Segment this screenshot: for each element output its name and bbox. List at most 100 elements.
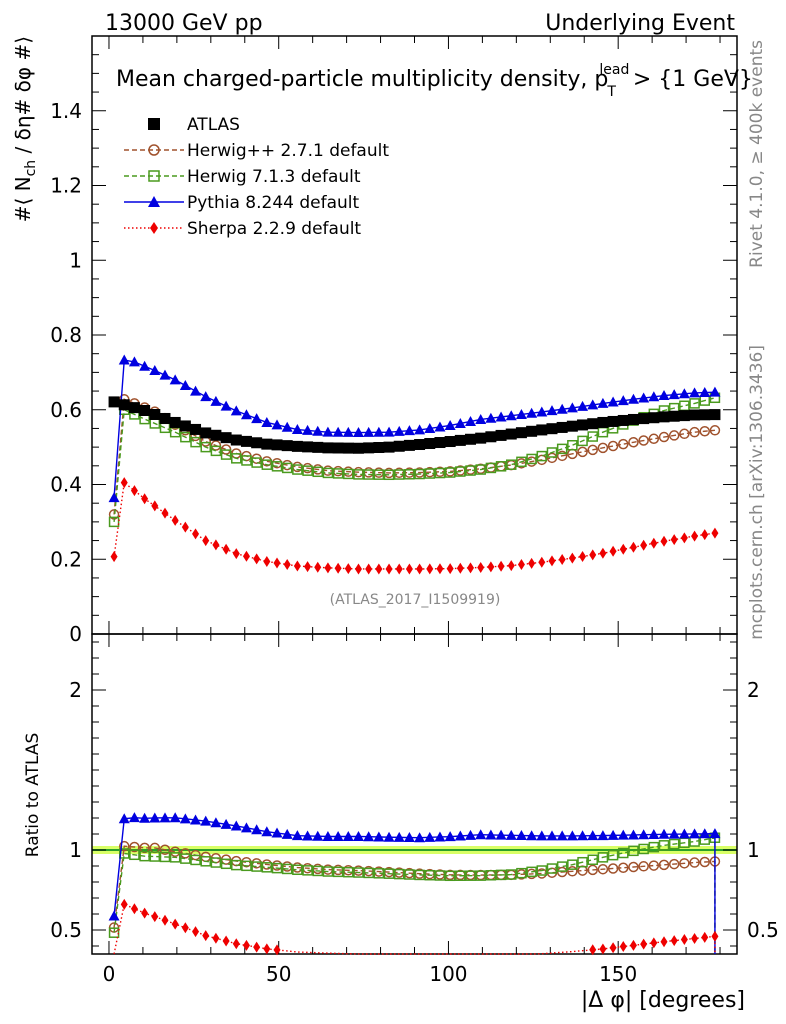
data-point-sherpa bbox=[110, 551, 118, 563]
ratio-point-herwig7 bbox=[638, 843, 649, 855]
data-point-atlas bbox=[556, 421, 568, 433]
data-point-herwig7 bbox=[679, 400, 690, 412]
ratio-point-pythia bbox=[658, 828, 670, 839]
data-point-pythia bbox=[271, 419, 283, 430]
data-point-herwig7 bbox=[404, 469, 415, 480]
data-point-atlas bbox=[709, 409, 721, 421]
data-point-pythia bbox=[139, 360, 151, 371]
ratio-point-pythia bbox=[454, 830, 466, 841]
data-point-atlas bbox=[403, 439, 415, 451]
data-point-herwig7 bbox=[261, 459, 273, 470]
ratio-point-sherpa bbox=[670, 935, 678, 947]
ratio-point-herwig7 bbox=[190, 854, 201, 866]
ratio-point-pythia bbox=[230, 820, 242, 831]
data-point-sherpa bbox=[640, 539, 648, 551]
data-point-pythia bbox=[577, 400, 589, 411]
data-point-herwigpp bbox=[709, 425, 721, 436]
data-point-sherpa bbox=[528, 557, 536, 569]
title-subscript: T bbox=[606, 84, 616, 100]
ratio-point-herwig7 bbox=[302, 865, 313, 876]
ratio-point-herwigpp bbox=[607, 863, 619, 874]
ratio-point-sherpa bbox=[212, 932, 220, 944]
data-point-sherpa bbox=[517, 558, 525, 570]
ratio-point-pythia bbox=[302, 830, 314, 841]
data-point-herwigpp bbox=[618, 438, 629, 450]
data-point-atlas bbox=[240, 435, 252, 447]
ratio-point-herwig7 bbox=[597, 852, 609, 863]
ratio-point-herwig7 bbox=[343, 866, 354, 878]
ratio-point-pythia bbox=[291, 830, 303, 841]
data-point-atlas bbox=[149, 408, 161, 420]
data-point-pythia bbox=[220, 400, 232, 411]
legend-item-herwig7: Herwig 7.1.3 default bbox=[124, 167, 361, 187]
data-point-sherpa bbox=[365, 563, 373, 575]
ratio-point-herwig7 bbox=[159, 851, 171, 863]
data-point-atlas bbox=[414, 439, 426, 451]
ratio-point-herwigpp bbox=[597, 863, 609, 875]
ratio-point-sherpa bbox=[680, 934, 688, 946]
data-point-herwig7 bbox=[465, 465, 476, 476]
data-point-atlas bbox=[261, 438, 273, 450]
ratio-point-pythia bbox=[261, 826, 273, 837]
ratio-point-pythia bbox=[322, 831, 334, 842]
data-point-pythia bbox=[210, 395, 222, 406]
data-point-sherpa bbox=[456, 562, 464, 574]
data-point-sherpa bbox=[151, 500, 159, 512]
legend: ATLAS Herwig++ 2.7.1 default Herwig 7.1.3 … bbox=[124, 115, 389, 239]
data-point-sherpa bbox=[212, 539, 220, 551]
data-point-sherpa bbox=[487, 561, 495, 573]
ratio-point-pythia bbox=[465, 829, 477, 840]
ratio-series-pythia bbox=[108, 812, 721, 954]
data-point-pythia bbox=[169, 374, 181, 385]
x-tick-label: 0 bbox=[103, 962, 116, 986]
data-point-atlas bbox=[658, 411, 670, 423]
data-point-sherpa bbox=[375, 563, 383, 575]
data-point-sherpa bbox=[161, 507, 169, 519]
data-point-sherpa bbox=[141, 493, 149, 505]
data-point-herwig7 bbox=[332, 468, 344, 479]
data-point-herwig7 bbox=[220, 449, 232, 460]
data-point-herwig7 bbox=[475, 464, 486, 475]
data-point-atlas bbox=[159, 412, 171, 424]
data-point-herwig7 bbox=[108, 516, 120, 528]
legend-marker bbox=[148, 196, 160, 207]
mcplots-label: mcplots.cern.ch [arXiv:1306.3436] bbox=[747, 345, 767, 640]
ratio-point-pythia bbox=[251, 824, 263, 835]
data-point-herwig7 bbox=[312, 466, 323, 478]
data-point-atlas bbox=[281, 440, 293, 452]
data-point-atlas bbox=[179, 420, 191, 432]
data-point-herwig7 bbox=[271, 461, 283, 472]
ratio-series-sherpa bbox=[113, 898, 719, 956]
ratio-point-pythia bbox=[363, 831, 375, 842]
ratio-point-pythia bbox=[352, 830, 364, 841]
y-tick-label: 0.2 bbox=[50, 547, 82, 571]
data-point-herwig7 bbox=[689, 398, 700, 409]
ratio-point-sherpa bbox=[242, 939, 250, 951]
ratio-point-sherpa bbox=[222, 935, 230, 947]
data-point-sherpa bbox=[405, 563, 413, 575]
ratio-point-herwig7 bbox=[404, 869, 415, 880]
ratio-point-pythia bbox=[139, 812, 151, 823]
legend-marker bbox=[148, 118, 160, 130]
series-ratio bbox=[108, 812, 721, 956]
data-point-atlas bbox=[668, 410, 680, 422]
main-panel: 0 50 100 150 0 0.2 0.4 0.6 0.8 1 1.2 1.4 0.5 0.5 1 1 2 2 bbox=[50, 35, 779, 986]
ratio-point-sherpa bbox=[253, 941, 261, 953]
data-point-pythia bbox=[465, 415, 477, 426]
data-point-sherpa bbox=[650, 537, 658, 549]
data-point-sherpa bbox=[273, 557, 281, 569]
data-point-pythia bbox=[149, 365, 161, 376]
data-point-sherpa bbox=[283, 558, 291, 570]
data-point-atlas bbox=[363, 442, 375, 454]
ratio-point-pythia bbox=[689, 828, 701, 839]
data-point-herwigpp bbox=[648, 433, 660, 445]
data-point-atlas bbox=[251, 437, 263, 449]
data-point-atlas bbox=[393, 440, 405, 452]
ratio-point-pythia bbox=[627, 829, 639, 840]
data-point-sherpa bbox=[130, 485, 138, 497]
ratio-point-herwig7 bbox=[516, 867, 527, 879]
data-point-pythia bbox=[444, 419, 456, 430]
data-point-atlas bbox=[546, 423, 558, 435]
ratio-point-pythia bbox=[128, 812, 140, 823]
data-point-sherpa bbox=[609, 545, 617, 557]
